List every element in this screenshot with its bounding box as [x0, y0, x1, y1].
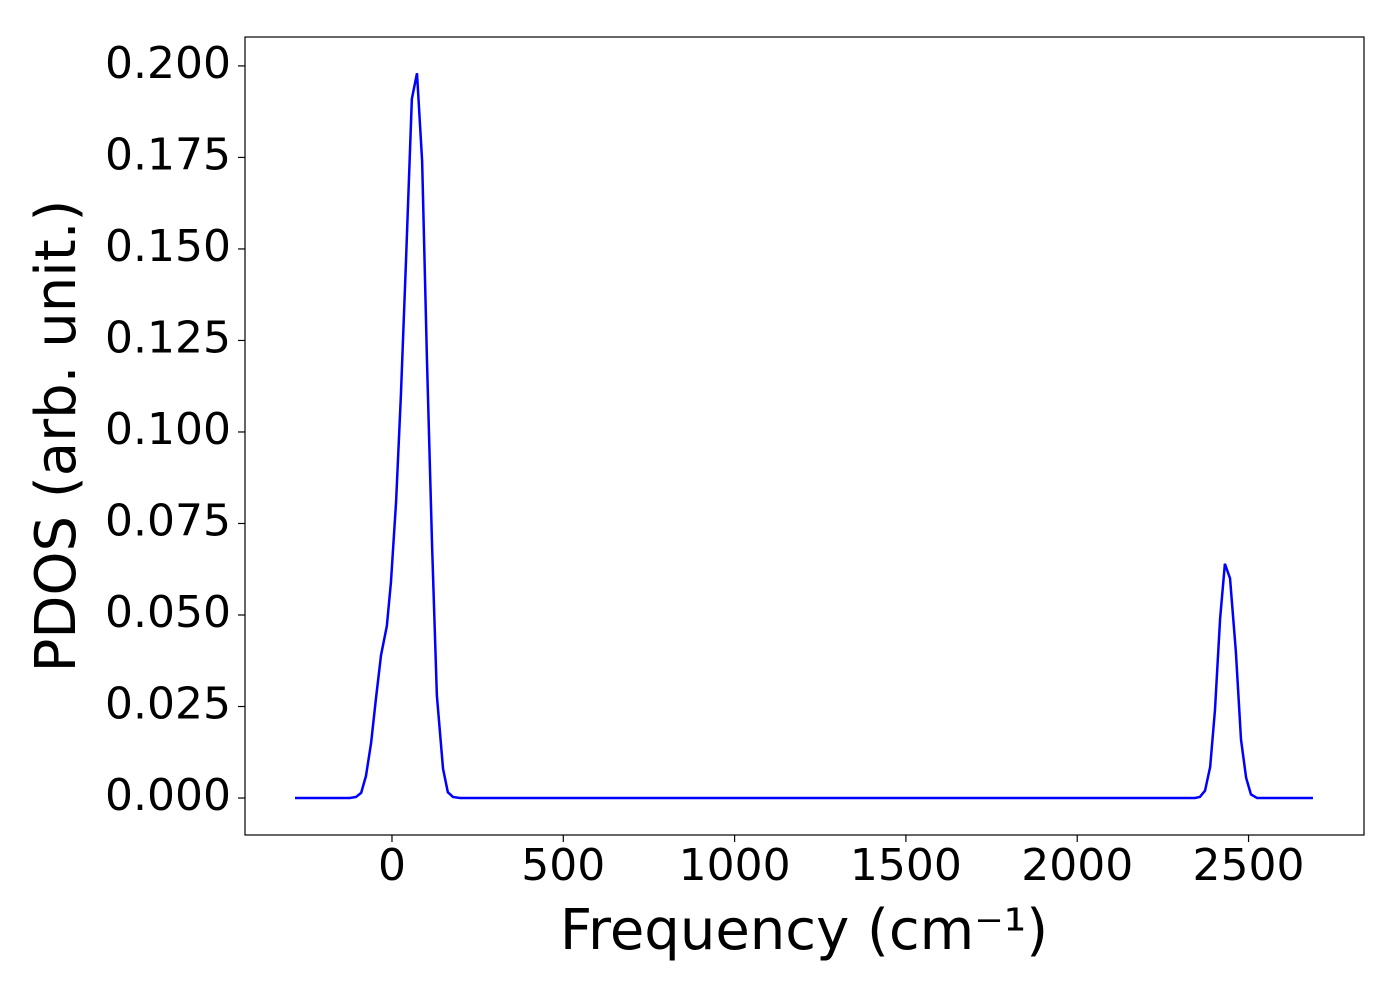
- y-axis-label: PDOS (arb. unit.): [24, 200, 89, 673]
- x-tick-label: 2500: [1193, 840, 1305, 891]
- y-tick-label: 0.125: [105, 312, 231, 363]
- y-tick-label: 0.150: [105, 221, 231, 272]
- y-tick-label: 0.175: [105, 129, 231, 180]
- x-tick-label: 500: [521, 840, 605, 891]
- x-tick-label: 1000: [679, 840, 791, 891]
- x-tick-label: 0: [378, 840, 406, 891]
- data-line: [295, 72, 1313, 800]
- y-tick-label: 0.100: [105, 404, 231, 455]
- y-tick-label: 0.000: [105, 770, 231, 821]
- y-tick-label: 0.050: [105, 587, 231, 638]
- x-axis-label: Frequency (cm⁻¹): [560, 898, 1048, 963]
- plot-frame: [244, 36, 1365, 836]
- y-tick-label: 0.200: [105, 38, 231, 89]
- x-tick-label: 1500: [850, 840, 962, 891]
- y-tick-label: 0.075: [105, 495, 231, 546]
- y-tick-label: 0.025: [105, 679, 231, 730]
- x-tick-label: 2000: [1021, 840, 1133, 891]
